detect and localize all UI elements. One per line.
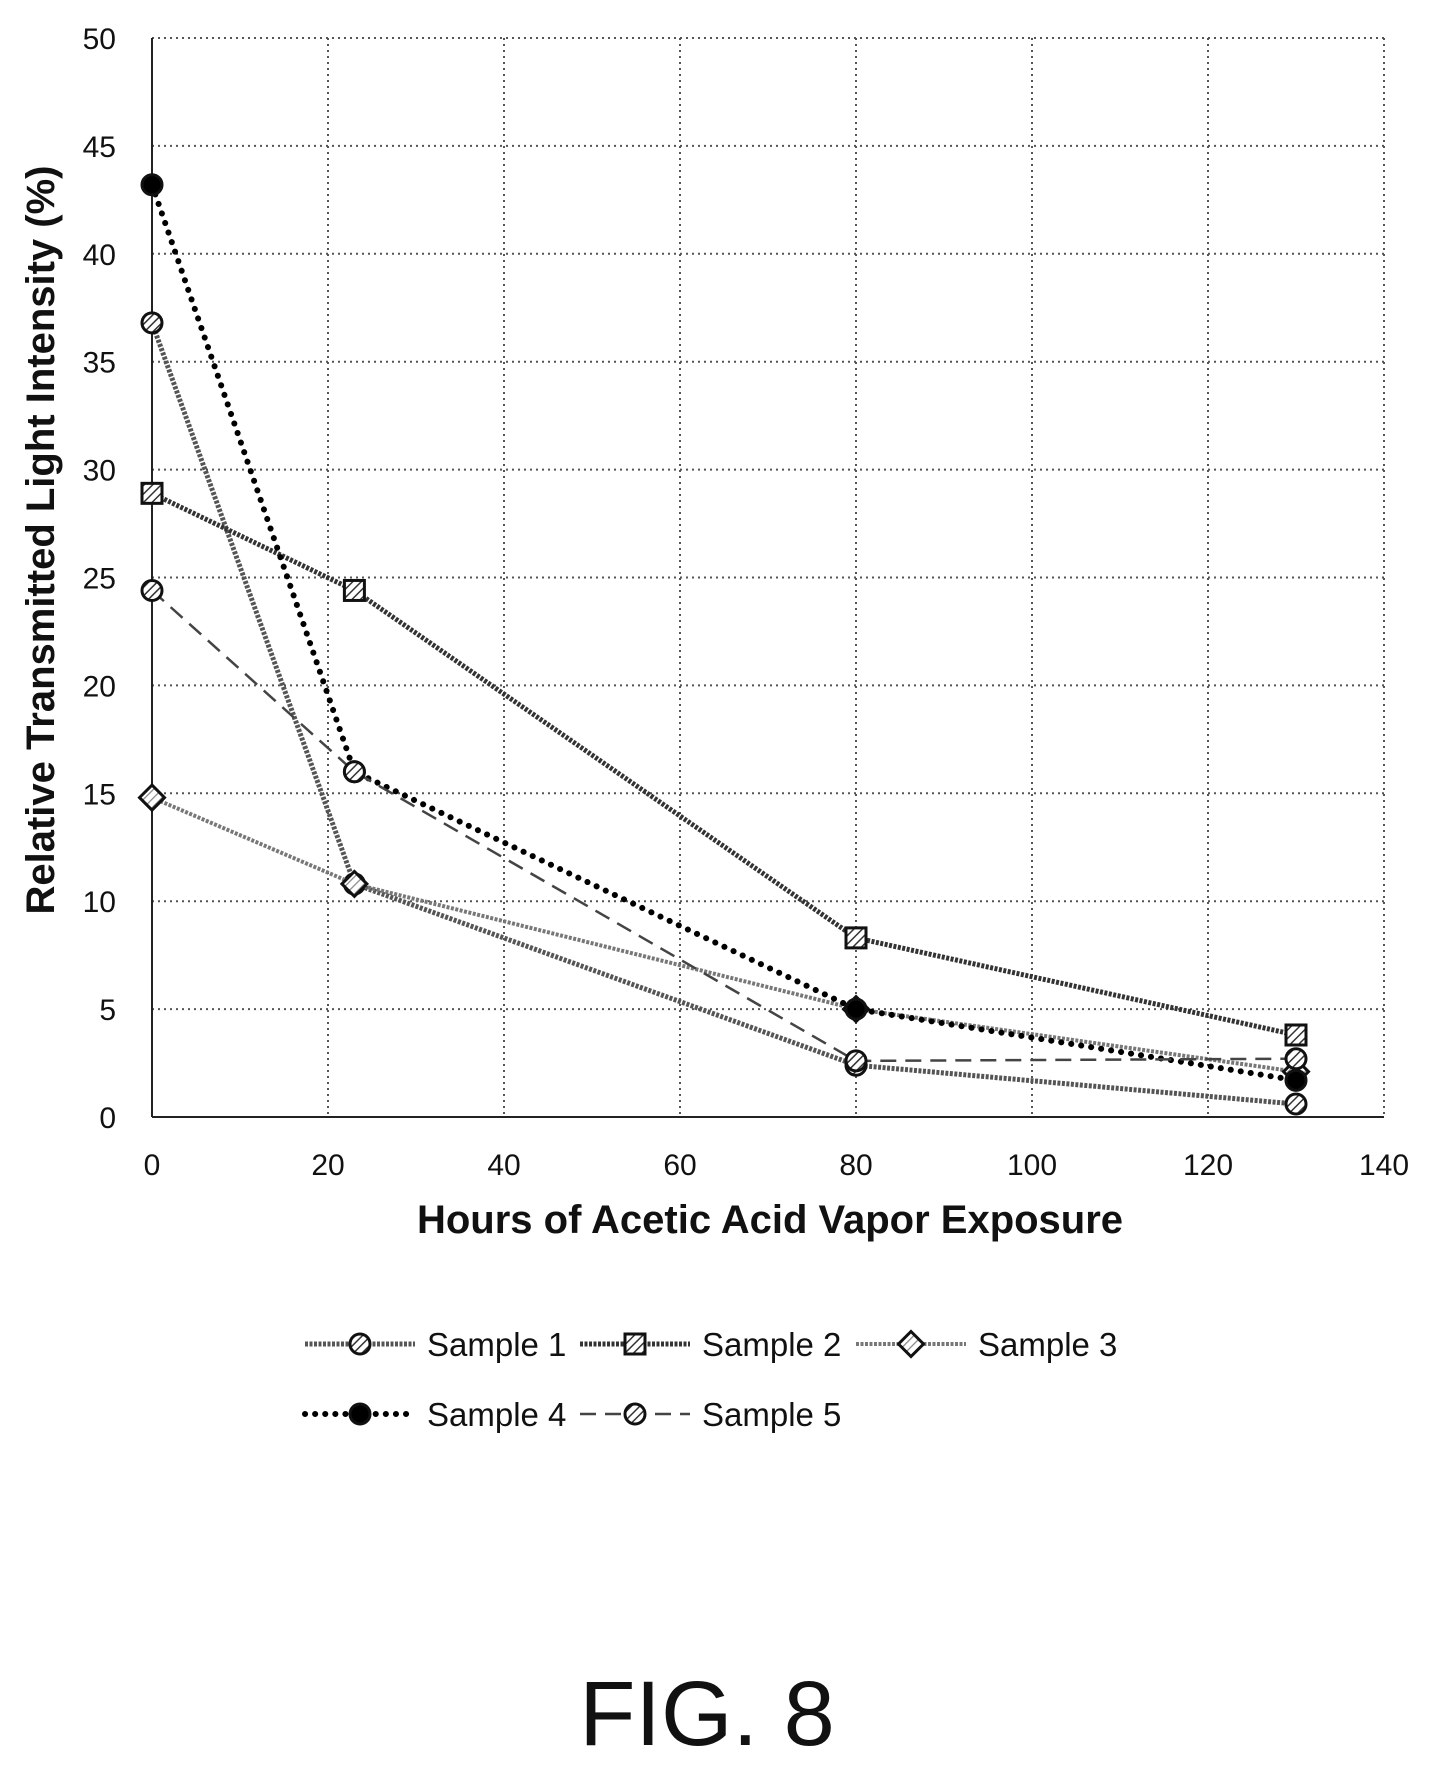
data-point [1284, 1023, 1308, 1047]
legend-label: Sample 1 [427, 1326, 566, 1363]
data-point [140, 481, 164, 505]
y-tick-label: 25 [83, 563, 116, 596]
data-point [623, 1332, 647, 1356]
series-4 [140, 173, 1308, 1092]
x-tick-label: 40 [487, 1149, 520, 1182]
y-tick-label: 5 [99, 994, 116, 1027]
x-tick-label: 0 [144, 1149, 161, 1182]
axes: 0 5 10 15 20 25 30 35 40 45 50 0 20 40 60 80 100 120 140 [83, 23, 1409, 1182]
legend-label: Sample 2 [702, 1326, 841, 1363]
x-tick-label: 20 [311, 1149, 344, 1182]
data-point [844, 997, 868, 1021]
legend-label: Sample 5 [702, 1396, 841, 1433]
x-tick-label: 120 [1183, 1149, 1233, 1182]
series-line [151, 589, 1297, 1063]
series-line [149, 181, 1299, 1084]
data-point [844, 926, 868, 950]
y-tick-label: 40 [83, 239, 116, 272]
legend-item-4: Sample 4 [302, 1396, 566, 1433]
y-tick-label: 15 [83, 778, 116, 811]
x-tick-label: 60 [663, 1149, 696, 1182]
data-point [348, 1402, 372, 1426]
y-tick-label: 0 [99, 1102, 116, 1135]
y-tick-label: 45 [83, 131, 116, 164]
y-tick-label: 30 [83, 455, 116, 488]
data-point [140, 173, 164, 197]
data-point [896, 1329, 926, 1359]
data-point [1284, 1092, 1308, 1116]
data-point [1284, 1068, 1308, 1092]
series-line [151, 795, 1297, 1074]
y-tick-label: 10 [83, 886, 116, 919]
series-2 [140, 481, 1308, 1047]
data-point [844, 1049, 868, 1073]
legend-item-3: Sample 3 [856, 1326, 1117, 1363]
series-line [150, 491, 1297, 1038]
x-tick-label: 100 [1007, 1149, 1057, 1182]
y-tick-label: 35 [83, 347, 116, 380]
gridlines [151, 37, 1385, 1117]
legend-item-2: Sample 2 [580, 1326, 841, 1363]
y-tick-label: 20 [83, 670, 116, 703]
x-tick-label: 140 [1359, 1149, 1409, 1182]
series-5 [140, 578, 1308, 1073]
legend: Sample 1 Sample 2 Sample 3 Sample 4 Sample 5 [302, 1326, 1117, 1433]
legend-item-1: Sample 1 [305, 1326, 566, 1363]
legend-label: Sample 3 [978, 1326, 1117, 1363]
series-group [137, 173, 1311, 1116]
x-axis-title: Hours of Acetic Acid Vapor Exposure [417, 1198, 1123, 1242]
data-point [1284, 1047, 1308, 1071]
x-tick-label: 80 [839, 1149, 872, 1182]
legend-label: Sample 4 [427, 1396, 566, 1433]
data-point [140, 578, 164, 602]
data-point [140, 311, 164, 335]
data-point [342, 578, 366, 602]
data-point [348, 1332, 372, 1356]
data-point [623, 1402, 647, 1426]
y-axis-title: Relative Transmitted Light Intensity (%) [19, 165, 63, 914]
series-3 [137, 782, 1311, 1087]
series-line [149, 322, 1297, 1107]
data-point [339, 869, 370, 899]
figure-label: FIG. 8 [579, 1663, 835, 1765]
data-point [342, 760, 366, 784]
series-1 [140, 311, 1308, 1116]
data-point [137, 782, 167, 813]
legend-item-5: Sample 5 [580, 1396, 841, 1433]
y-tick-label: 50 [83, 23, 116, 56]
